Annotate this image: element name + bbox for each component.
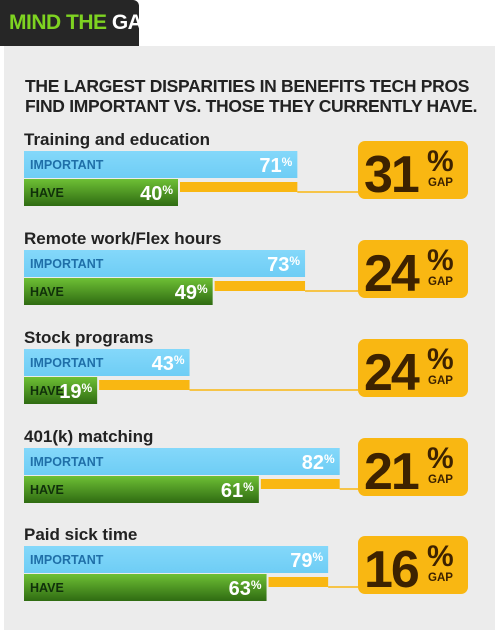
important-series-label: IMPORTANT xyxy=(30,257,104,271)
category-label: Stock programs xyxy=(24,328,153,347)
gap-box xyxy=(358,141,468,199)
important-value-label: 73% xyxy=(267,254,300,276)
header-title-prefix: MIND THE xyxy=(9,11,112,34)
gap-bar xyxy=(99,380,190,390)
have-value-label: 49% xyxy=(175,282,208,304)
gap-label: GAP xyxy=(428,276,453,288)
important-series-label: IMPORTANT xyxy=(30,455,104,469)
gap-percent-sign: % xyxy=(427,540,454,573)
important-bar xyxy=(24,448,340,475)
gap-box xyxy=(358,438,468,496)
have-series-label: HAVE xyxy=(30,285,64,299)
important-value-label: 79% xyxy=(290,550,323,572)
gap-value: 24 xyxy=(364,344,420,402)
important-bar xyxy=(24,349,190,376)
gap-value: 31 xyxy=(364,146,419,204)
header-tab: MIND THE GAP xyxy=(0,0,156,46)
gap-percent-sign: % xyxy=(427,343,454,376)
important-series-label: IMPORTANT xyxy=(30,158,104,172)
gap-bar xyxy=(180,182,298,192)
have-series-label: HAVE xyxy=(30,483,64,497)
gap-box xyxy=(358,339,468,397)
have-series-label: HAVE xyxy=(30,384,64,398)
have-value-label: 40% xyxy=(140,183,173,205)
gap-value: 24 xyxy=(364,245,420,303)
important-value-label: 82% xyxy=(302,452,335,474)
gap-box xyxy=(358,240,468,298)
gap-box xyxy=(358,536,468,594)
gap-bar xyxy=(260,479,340,489)
gap-value: 16 xyxy=(364,541,419,599)
have-bar xyxy=(24,476,259,503)
have-bar xyxy=(24,574,267,601)
gap-label: GAP xyxy=(428,177,453,189)
have-value-label: 61% xyxy=(221,480,254,502)
header-title: MIND THE GAP xyxy=(9,11,156,35)
have-value-label: 63% xyxy=(229,578,262,600)
header-title-emphasis: GAP xyxy=(111,11,157,34)
gap-value: 21 xyxy=(364,443,419,501)
important-series-label: IMPORTANT xyxy=(30,356,104,370)
gap-bar xyxy=(214,281,306,291)
important-bar xyxy=(24,151,298,178)
chart-subtitle: THE LARGEST DISPARITIES IN BENEFITS TECH… xyxy=(25,76,480,116)
gap-label: GAP xyxy=(428,375,453,387)
important-value-label: 71% xyxy=(259,155,292,177)
category-label: Training and education xyxy=(24,130,210,149)
gap-label: GAP xyxy=(428,474,453,486)
gap-percent-sign: % xyxy=(427,442,454,475)
have-bar xyxy=(24,179,178,206)
subtitle-line-2: FIND IMPORTANT VS. THOSE THEY CURRENTLY … xyxy=(25,96,478,116)
important-bar xyxy=(24,250,306,277)
gap-percent-sign: % xyxy=(427,244,454,277)
category-label: 401(k) matching xyxy=(24,427,153,446)
important-series-label: IMPORTANT xyxy=(30,553,104,567)
have-bar xyxy=(24,278,213,305)
gap-label: GAP xyxy=(428,572,453,584)
have-series-label: HAVE xyxy=(30,581,64,595)
gap-bar xyxy=(268,577,329,587)
category-label: Paid sick time xyxy=(24,525,137,544)
important-bar xyxy=(24,546,329,573)
have-bar xyxy=(24,377,98,404)
category-label: Remote work/Flex hours xyxy=(24,229,221,248)
have-series-label: HAVE xyxy=(30,186,64,200)
important-value-label: 43% xyxy=(152,353,185,375)
subtitle-line-1: THE LARGEST DISPARITIES IN BENEFITS TECH… xyxy=(25,76,470,96)
have-value-label: 19% xyxy=(59,381,92,403)
gap-percent-sign: % xyxy=(427,145,454,178)
